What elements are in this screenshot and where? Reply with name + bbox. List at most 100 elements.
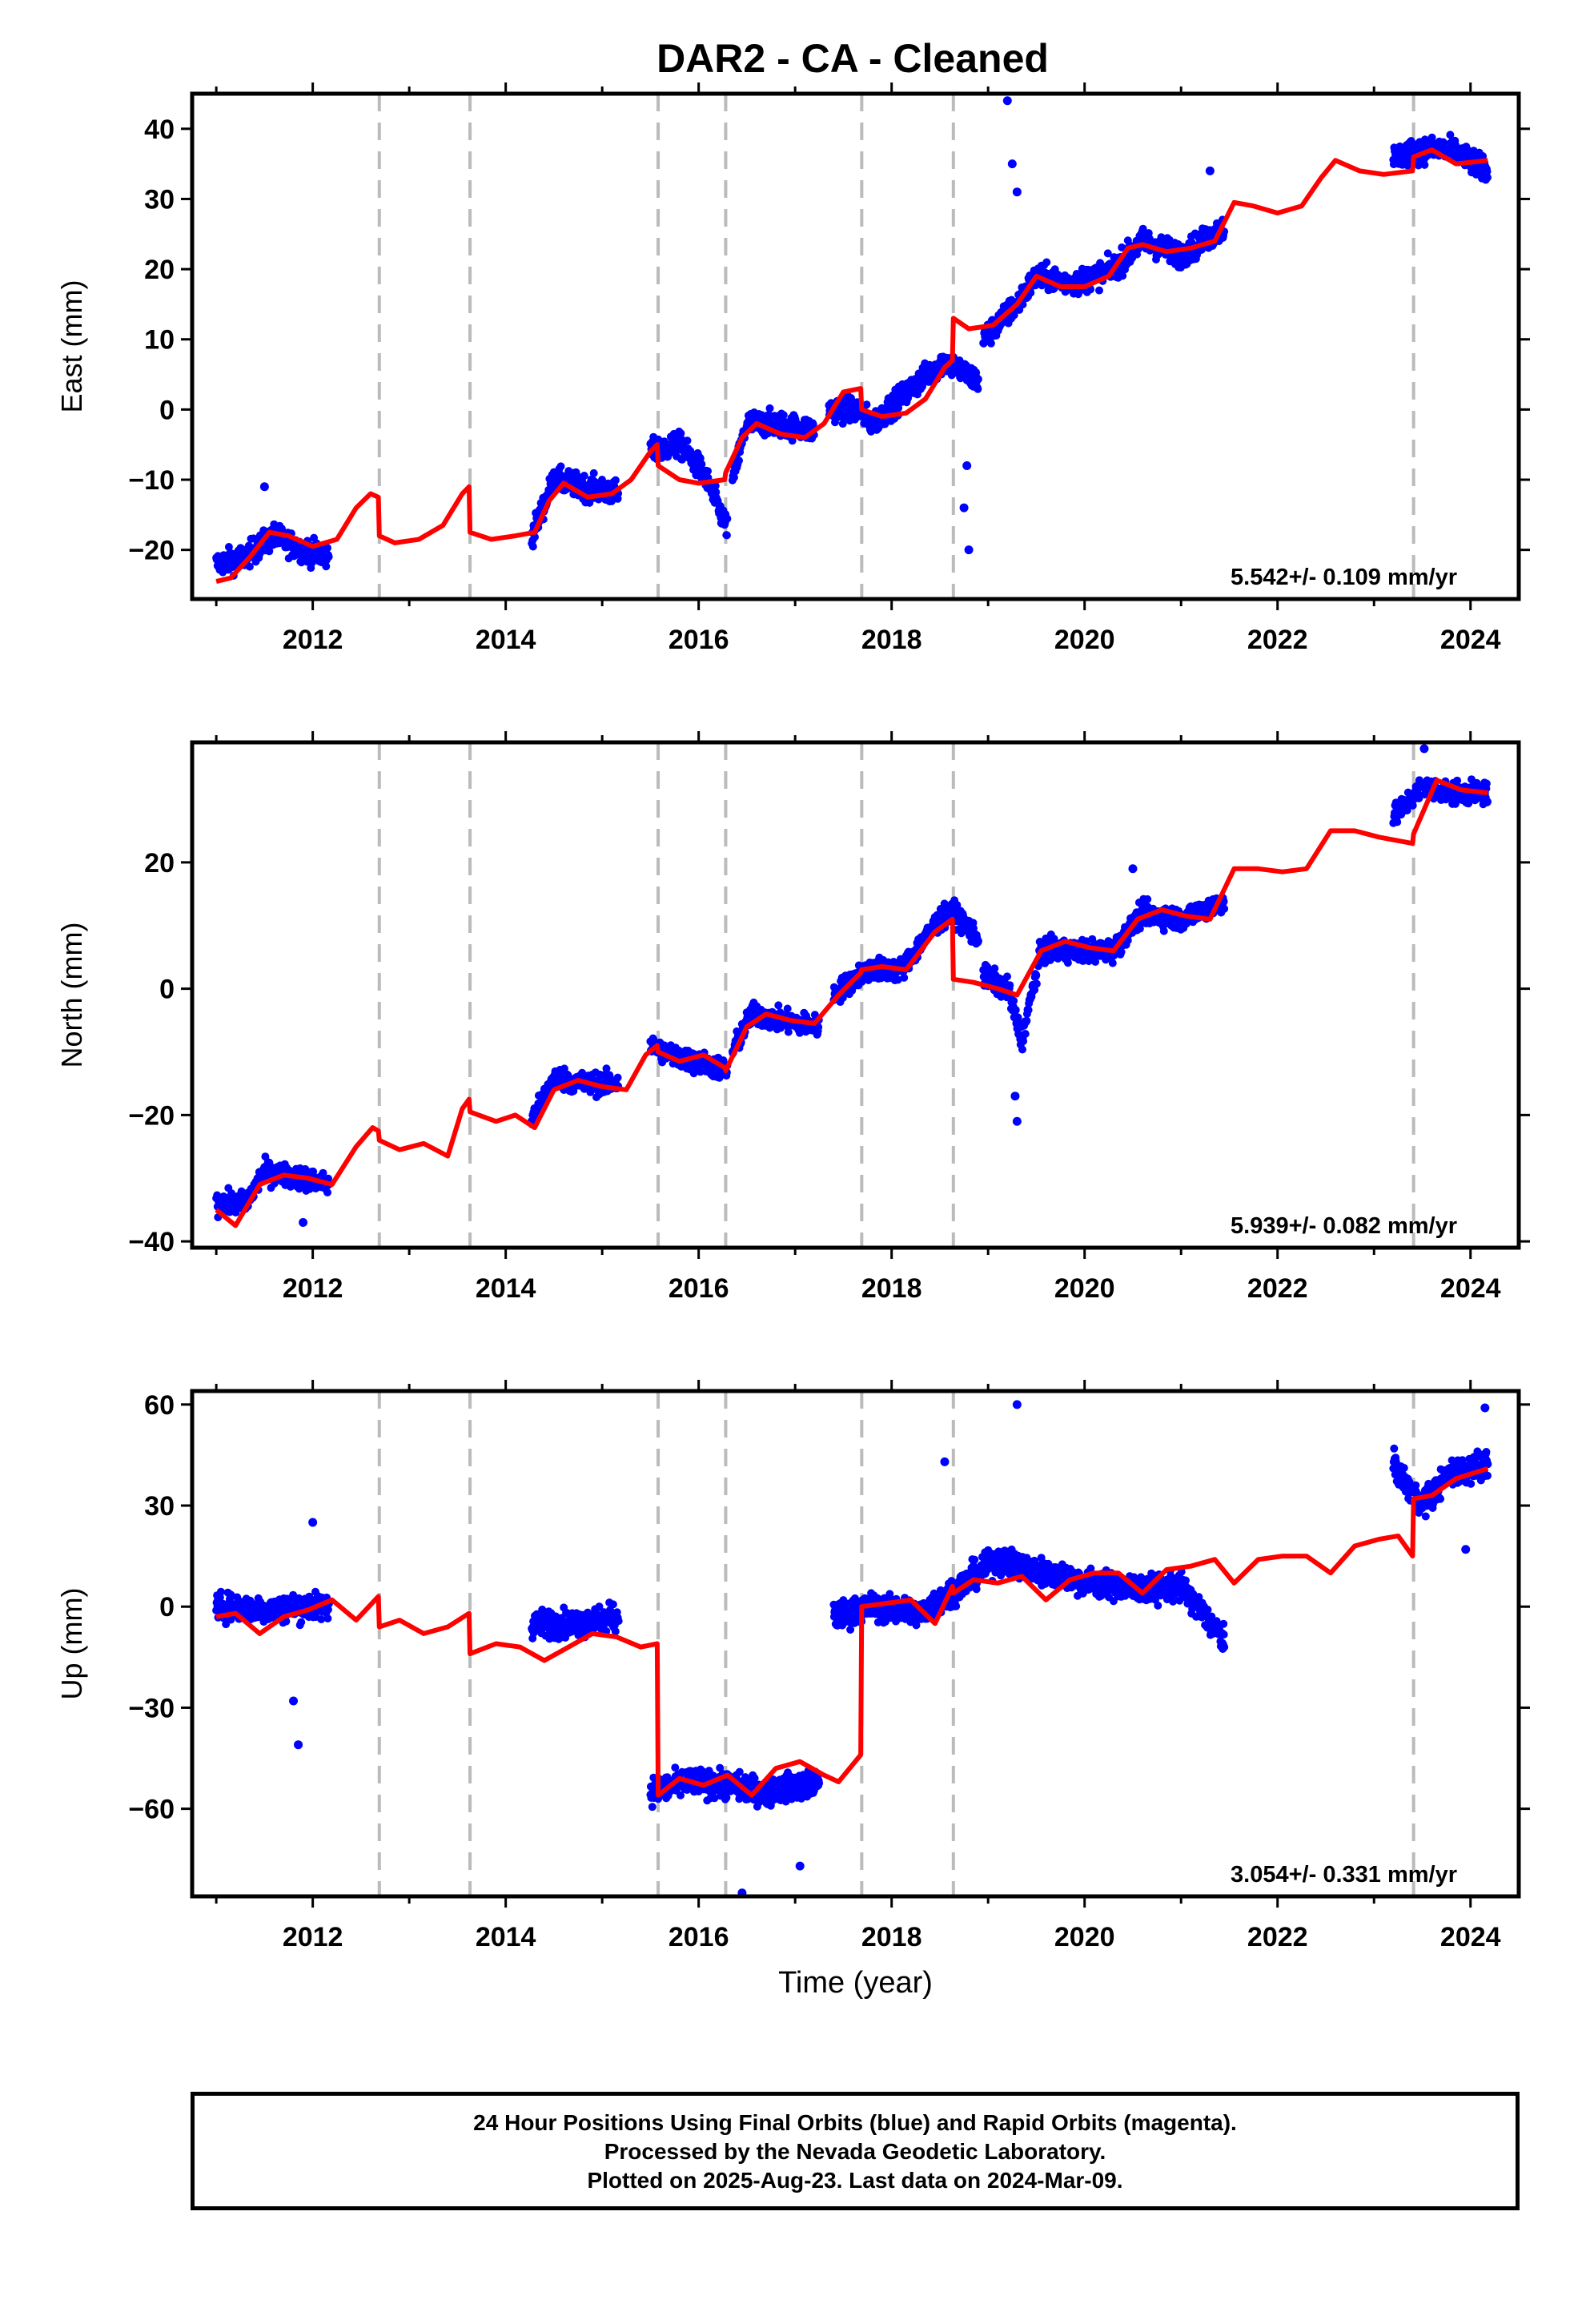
x-tick-label: 2012 <box>283 625 343 655</box>
x-tick-label: 2022 <box>1247 1273 1308 1304</box>
data-point <box>1420 160 1429 169</box>
data-point <box>894 404 903 412</box>
data-point <box>783 1004 792 1013</box>
data-point <box>1095 286 1103 295</box>
y-tick-label: 30 <box>144 184 175 215</box>
data-point <box>1030 986 1039 994</box>
data-point <box>1393 818 1402 826</box>
data-point <box>1453 776 1462 785</box>
data-point <box>324 553 333 561</box>
data-point <box>990 964 999 973</box>
data-point <box>953 901 962 910</box>
outlier-point <box>962 460 972 470</box>
data-point <box>1427 133 1436 142</box>
outlier-point <box>1205 166 1215 175</box>
data-point <box>611 476 620 485</box>
x-tick-label: 2016 <box>669 625 729 655</box>
data-point <box>711 481 720 490</box>
y-tick-label: 0 <box>159 395 175 425</box>
data-point <box>322 562 331 571</box>
data-point <box>1032 979 1041 988</box>
x-tick-label: 2014 <box>476 1273 536 1304</box>
outlier-point <box>299 1217 308 1227</box>
data-point <box>1415 794 1423 802</box>
data-point <box>1414 161 1423 170</box>
data-point <box>1042 258 1051 267</box>
data-point <box>1138 224 1147 233</box>
data-point <box>556 462 565 471</box>
data-point <box>893 975 902 984</box>
data-point <box>723 514 732 523</box>
y-tick-label: −40 <box>128 1227 175 1257</box>
data-point <box>847 394 855 402</box>
data-point <box>735 456 743 465</box>
y-tick-label: −10 <box>128 465 175 496</box>
data-point <box>323 1605 332 1614</box>
data-point <box>1063 959 1072 967</box>
rate-annotation: 5.939+/- 0.082 mm/yr <box>1231 1213 1457 1239</box>
x-tick-label: 2018 <box>861 625 922 655</box>
data-point <box>1118 243 1126 251</box>
outlier-point <box>1002 96 1012 106</box>
data-points <box>212 1400 1492 1896</box>
x-tick-label: 2018 <box>861 1273 922 1304</box>
data-point <box>560 1064 568 1073</box>
outlier-point <box>959 503 969 513</box>
data-point <box>309 1167 318 1176</box>
data-point <box>323 1188 331 1196</box>
data-point <box>323 1614 332 1622</box>
data-point <box>1006 981 1014 990</box>
x-tick-label: 2024 <box>1440 625 1501 655</box>
data-point <box>1408 801 1417 810</box>
data-point <box>677 429 685 438</box>
data-point <box>683 436 692 445</box>
data-point <box>648 1803 656 1811</box>
data-point <box>613 1073 622 1082</box>
data-point <box>1024 1006 1033 1015</box>
data-point <box>317 1615 326 1623</box>
up-panel: 2012 2014 2016 2018 2020 2022 2024−60−3003060U… <box>55 1380 1530 2000</box>
data-point <box>1143 895 1152 903</box>
data-point <box>862 400 871 409</box>
data-point <box>774 1001 783 1010</box>
data-point <box>730 473 738 482</box>
outlier-point <box>1012 1116 1022 1126</box>
data-point <box>602 1064 611 1073</box>
data-point <box>697 460 706 468</box>
data-point <box>1159 927 1168 935</box>
model-line <box>215 778 1488 1228</box>
x-tick-label: 2020 <box>1054 1273 1115 1304</box>
y-tick-label: 20 <box>144 848 175 879</box>
x-tick-label: 2020 <box>1054 625 1115 655</box>
data-point <box>1118 271 1127 280</box>
data-point <box>216 1587 225 1596</box>
data-point <box>1014 1013 1022 1022</box>
data-point <box>237 1187 246 1196</box>
north-panel: 2012 2014 2016 2018 2020 2022 2024−40−20020Nor… <box>55 731 1530 1304</box>
data-point <box>595 1602 604 1611</box>
data-point <box>900 973 909 982</box>
data-point <box>986 339 995 348</box>
data-point <box>974 375 982 384</box>
data-point <box>1483 167 1492 176</box>
y-tick-label: −20 <box>128 536 175 566</box>
data-point <box>974 937 982 945</box>
data-point <box>722 531 731 540</box>
x-tick-label: 2012 <box>283 1273 343 1304</box>
y-tick-label: 20 <box>144 255 175 285</box>
y-axis-label: North (mm) <box>55 923 88 1068</box>
data-point <box>1032 971 1041 979</box>
data-point <box>1484 173 1492 182</box>
outlier-point <box>1010 1092 1020 1101</box>
data-point <box>1479 152 1488 160</box>
data-point <box>608 1600 617 1609</box>
data-point <box>245 562 254 571</box>
data-point <box>1220 904 1229 913</box>
data-point <box>677 1791 685 1799</box>
data-point <box>784 1027 793 1036</box>
y-tick-label: 0 <box>159 975 175 1005</box>
y-tick-label: 40 <box>144 115 175 145</box>
data-point <box>788 436 797 445</box>
data-point <box>589 468 598 477</box>
data-point <box>589 1625 598 1634</box>
